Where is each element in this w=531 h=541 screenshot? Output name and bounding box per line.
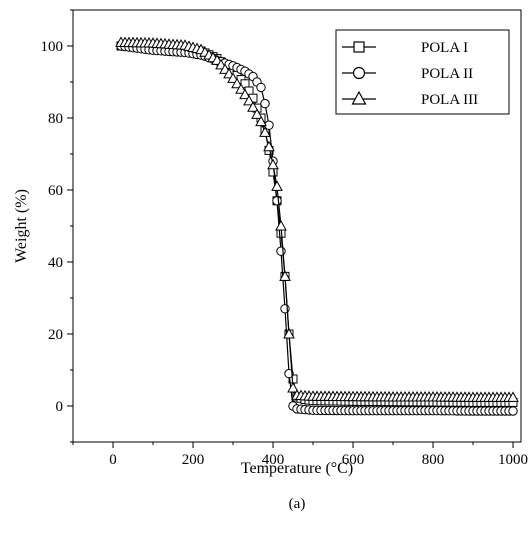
x-tick-label: 0 <box>109 452 117 468</box>
y-tick-label: 0 <box>56 399 64 415</box>
data-point-circle <box>284 368 294 379</box>
series-pola-iii <box>115 36 519 402</box>
legend-entry-pola-ii: POLA II <box>342 66 473 82</box>
y-tick-label: 20 <box>48 327 63 343</box>
data-point-triangle <box>243 94 255 106</box>
circle-marker-icon <box>352 66 366 80</box>
legend: POLA I POLA II POLA III <box>335 29 510 115</box>
data-point-triangle <box>267 158 279 170</box>
data-point-triangle <box>235 83 247 94</box>
y-axis-title: Weight (%) <box>13 189 30 263</box>
y-tick-label: 60 <box>48 183 63 199</box>
data-point-triangle <box>259 126 271 137</box>
y-tick-label: 80 <box>48 111 63 127</box>
y-tick-label: 100 <box>41 39 64 55</box>
data-point-triangle <box>263 140 275 152</box>
data-point-triangle <box>239 88 251 100</box>
axis-ticks: 0 200 400 600 800 1000 0 20 40 60 80 100 <box>41 9 528 468</box>
data-point-triangle <box>255 115 267 127</box>
data-point-triangle <box>507 391 519 402</box>
x-axis-title: Temperature (°C) <box>241 460 353 477</box>
triangle-marker-icon <box>351 90 367 105</box>
data-point-circle <box>260 98 270 109</box>
data-point-circle <box>508 406 518 416</box>
data-point-triangle <box>251 108 263 119</box>
legend-label-pola-iii: POLA III <box>421 92 478 108</box>
data-point-circle <box>276 246 286 256</box>
legend-label-pola-i: POLA I <box>421 40 468 56</box>
y-tick-label: 40 <box>48 255 63 271</box>
data-point-triangle <box>275 219 287 231</box>
legend-label-pola-ii: POLA II <box>421 66 473 82</box>
data-series <box>115 36 519 416</box>
x-tick-label: 200 <box>182 452 205 468</box>
data-point-triangle <box>231 77 243 89</box>
x-tick-label: 1000 <box>498 452 528 468</box>
data-point-triangle <box>283 327 295 339</box>
data-point-circle <box>272 196 282 206</box>
square-marker-icon <box>353 41 365 53</box>
data-point-triangle <box>279 270 291 281</box>
data-point-triangle <box>247 101 259 112</box>
legend-entry-pola-iii: POLA III <box>342 90 478 108</box>
x-tick-label: 400 <box>262 452 285 468</box>
data-point-triangle <box>227 72 239 83</box>
data-point-triangle <box>287 381 299 393</box>
legend-entry-pola-i: POLA I <box>342 40 468 56</box>
x-tick-label: 600 <box>342 452 365 468</box>
data-point-circle <box>256 82 266 93</box>
data-point-triangle <box>271 180 283 191</box>
x-tick-label: 800 <box>422 452 445 468</box>
panel-label: (a) <box>289 496 306 512</box>
